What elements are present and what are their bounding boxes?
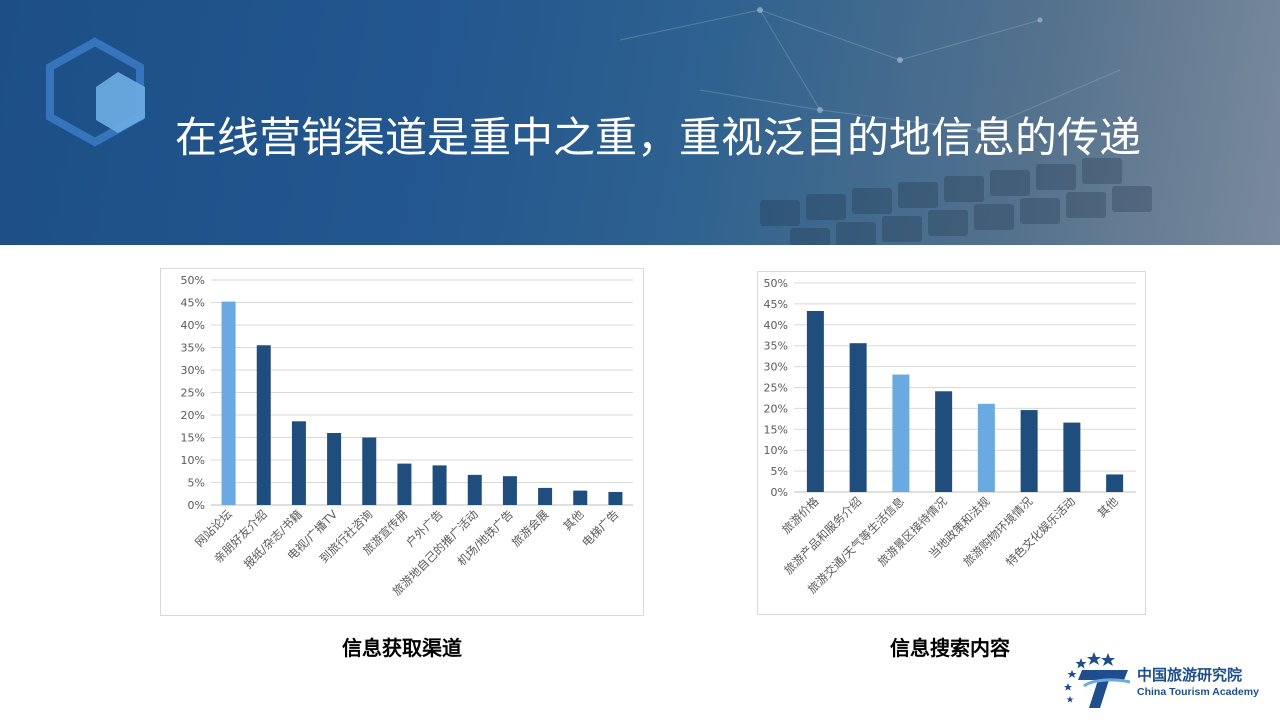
bar — [397, 463, 412, 505]
x-tick-label: 旅游会展 — [509, 507, 552, 550]
y-tick-label: 10% — [181, 454, 205, 467]
bar — [502, 476, 517, 505]
y-tick-label: 20% — [764, 402, 788, 415]
y-tick-label: 10% — [764, 444, 788, 457]
bar — [432, 465, 447, 505]
bar — [256, 345, 271, 505]
y-tick-label: 0% — [188, 499, 205, 512]
y-tick-label: 40% — [764, 319, 788, 332]
x-tick-label: 旅游价格 — [779, 494, 822, 537]
x-tick-label: 电梯广告 — [579, 507, 621, 549]
academy-logo: 中国旅游研究院 China Tourism Academy — [1062, 650, 1272, 712]
bar — [1106, 474, 1124, 492]
bar — [977, 403, 995, 492]
bar — [806, 311, 824, 492]
bar — [573, 490, 588, 505]
y-tick-label: 5% — [188, 477, 205, 490]
y-tick-label: 5% — [771, 465, 788, 478]
chart-caption-content: 信息搜索内容 — [890, 636, 1010, 660]
y-tick-label: 35% — [181, 342, 205, 355]
x-tick-label: 其他 — [560, 507, 587, 534]
y-tick-label: 45% — [181, 297, 205, 310]
y-tick-label: 25% — [764, 382, 788, 395]
hexagon-logo-icon — [46, 37, 145, 147]
y-tick-label: 30% — [181, 364, 205, 377]
x-tick-label: 其他 — [1095, 494, 1122, 521]
bar — [892, 374, 910, 492]
header-banner: 在线营销渠道是重中之重，重视泛目的地信息的传递 — [0, 0, 1280, 245]
y-tick-label: 35% — [764, 340, 788, 353]
bar — [362, 437, 377, 505]
chart-box-channels: 0% 5% 10% 15% 20% 25% 30% 35% 40% 45% 50% 网站论坛 亲朋好友介… — [160, 268, 644, 616]
y-tick-label: 0% — [771, 486, 788, 499]
bar — [538, 487, 553, 505]
y-tick-label: 30% — [764, 361, 788, 374]
bar — [467, 474, 482, 505]
bar — [935, 391, 953, 492]
y-tick-label: 20% — [181, 409, 205, 422]
bar — [221, 301, 236, 505]
y-tick-label: 25% — [181, 387, 205, 400]
y-tick-label: 15% — [181, 432, 205, 445]
chart-box-content: 0% 5% 10% 15% 20% 25% 30% 35% 40% 45% 50% 旅游价格 旅游产品和… — [757, 271, 1146, 615]
page-title: 在线营销渠道是重中之重，重视泛目的地信息的传递 — [175, 113, 1142, 162]
banner-decoration — [46, 7, 1152, 245]
chart-content: 0% 5% 10% 15% 20% 25% 30% 35% 40% 45% 50% 旅游价格旅游产品和… — [764, 277, 1136, 596]
x-tick-label: 旅游产品和服务介绍 — [781, 494, 864, 577]
academy-name-cn: 中国旅游研究院 — [1137, 666, 1243, 684]
bar — [1020, 410, 1038, 492]
bar — [327, 433, 342, 505]
bar — [608, 491, 623, 505]
y-tick-label: 45% — [764, 298, 788, 311]
bar — [291, 421, 306, 505]
academy-emblem-icon — [1064, 652, 1131, 708]
bar — [1063, 422, 1081, 492]
chart-channels: 0%5%10%15%20%25%30%35%40%45%50%网站论坛亲朋好友介… — [181, 274, 633, 598]
academy-name-en: China Tourism Academy — [1137, 686, 1259, 698]
y-tick-label: 50% — [764, 277, 788, 290]
y-tick-label: 15% — [764, 423, 788, 436]
chart-caption-channels: 信息获取渠道 — [342, 636, 462, 660]
bar — [849, 343, 867, 492]
y-tick-label: 40% — [181, 319, 205, 332]
y-tick-label: 50% — [181, 274, 205, 287]
